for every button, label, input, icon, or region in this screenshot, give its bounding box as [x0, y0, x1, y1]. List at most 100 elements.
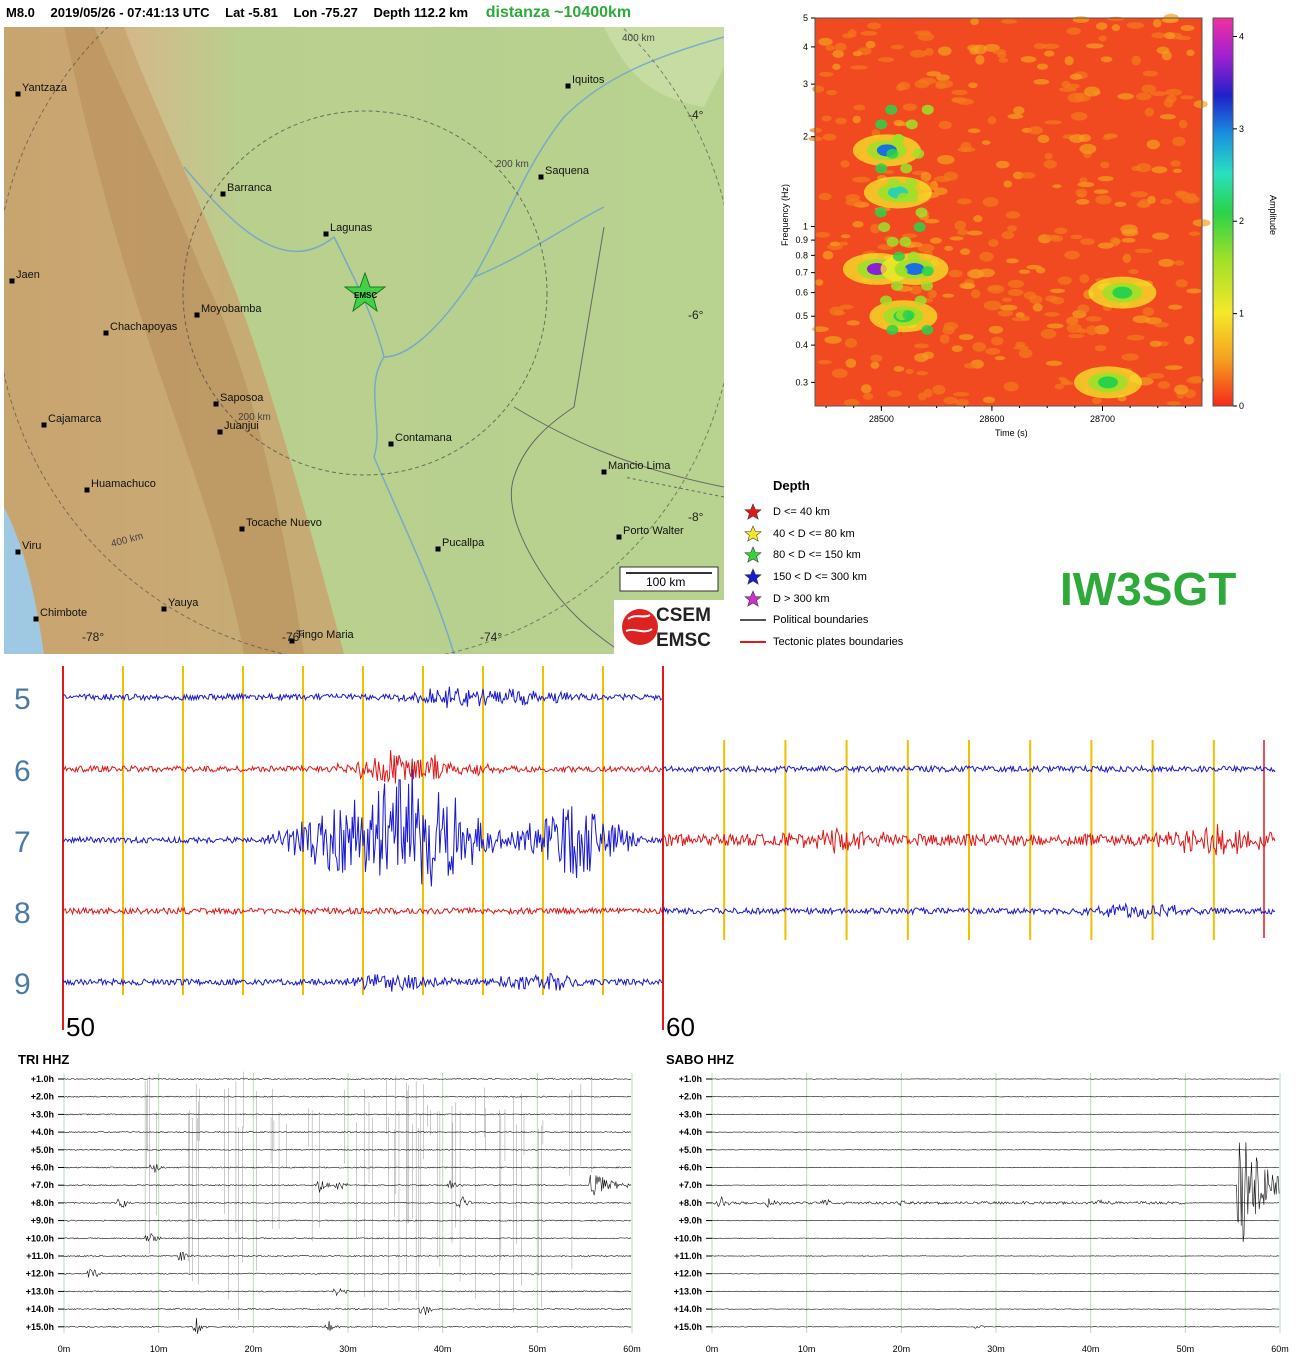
drum-trace	[711, 1308, 1280, 1310]
drum-trace	[712, 1325, 1280, 1329]
depth-legend: Depth D <= 40 km 40 < D <= 80 km 80 < D <=…	[738, 478, 998, 653]
y-tick-label: 0.7	[795, 268, 808, 278]
hour-label: +12.0h	[674, 1269, 702, 1279]
spectrogram-ylabel: Frequency (Hz)	[780, 184, 790, 246]
hour-label: +2.0h	[31, 1092, 54, 1102]
spectrogram-energy	[902, 310, 915, 321]
colorbar-ticks: 0 1 2 3 4	[1233, 31, 1244, 411]
drum-x-label: 0m	[706, 1344, 719, 1354]
drum-trace	[63, 1305, 632, 1315]
city-chimbote: Chimbote	[33, 607, 87, 622]
legend-item-label: D <= 40 km	[773, 505, 830, 518]
hour-label: +4.0h	[31, 1127, 54, 1137]
spectrogram-energy	[875, 119, 888, 130]
hour-label: +9.0h	[31, 1216, 54, 1226]
svg-text:Contamana: Contamana	[395, 432, 453, 444]
hour-label: +6.0h	[31, 1163, 54, 1173]
svg-text:-76°: -76°	[282, 630, 304, 644]
longitude: Lon -75.27	[293, 5, 358, 20]
svg-text:400 km: 400 km	[622, 33, 655, 44]
minute-label: 50	[66, 1012, 95, 1042]
datetime: 2019/05/26 - 07:41:13 UTC	[50, 5, 210, 20]
drum-trace	[63, 1269, 632, 1278]
spectrogram-energy	[874, 207, 887, 218]
helicorder-chart: 5 6 7 8 9 50 60	[14, 666, 1276, 1042]
emsc-logo: CSEM EMSC	[614, 600, 724, 654]
y-tick-label: 3	[803, 79, 808, 89]
spectrogram-energy	[886, 236, 899, 247]
svg-text:Yauya: Yauya	[168, 597, 199, 609]
city-marker	[220, 191, 226, 197]
city-marker	[84, 487, 90, 493]
seismic-trace	[662, 824, 1276, 856]
legend-item-label: 40 < D <= 80 km	[773, 527, 855, 540]
star-icon	[738, 589, 768, 608]
svg-text:Pucallpa: Pucallpa	[442, 537, 485, 549]
drum-trace	[64, 1196, 632, 1209]
row-label: 6	[14, 755, 31, 788]
city-yauya: Yauya	[161, 597, 199, 612]
spectrogram-hotspot	[1098, 376, 1119, 389]
drum-trace	[711, 1219, 1280, 1222]
y-tick-label: 0.4	[795, 340, 808, 350]
spectrogram-energy	[905, 192, 918, 203]
legend-item: D <= 40 km	[738, 501, 998, 523]
drum-title: TRI HHZ	[18, 1052, 69, 1067]
spectrogram-chart: 0.3 0.4 0.5 0.6 0.7 0.8 0.9 1 2 3 4 5 28500 28600 287…	[780, 13, 1278, 438]
spectrogram-energy	[921, 104, 934, 115]
city-pucallpa: Pucallpa	[435, 537, 485, 552]
drum-trace	[63, 1148, 632, 1151]
star-icon	[738, 546, 768, 564]
svg-text:-78°: -78°	[82, 630, 104, 644]
frequency-axis: 0.3 0.4 0.5 0.6 0.7 0.8 0.9 1 2 3 4 5	[795, 13, 815, 387]
spectrogram-energy	[899, 236, 912, 247]
colorbar-tick-label: 4	[1239, 31, 1244, 41]
legend-item: 40 < D <= 80 km	[738, 523, 998, 545]
legend-title: Depth	[773, 478, 810, 493]
city-chachapoyas: Chachapoyas	[103, 321, 178, 336]
hour-label: +13.0h	[674, 1286, 702, 1296]
hour-label: +1.0h	[31, 1074, 54, 1084]
spectrogram-energy	[920, 280, 933, 291]
hour-label: +4.0h	[679, 1127, 702, 1137]
seismic-trace	[62, 750, 663, 784]
spectrogram-energy	[921, 266, 934, 277]
hour-label: +7.0h	[31, 1180, 54, 1190]
row-label: 5	[14, 683, 31, 716]
hour-label: +14.0h	[674, 1304, 702, 1314]
drum-trace	[63, 1095, 632, 1098]
legend-item-label: 80 < D <= 150 km	[773, 549, 861, 562]
drum-trace	[711, 1149, 1280, 1151]
hour-label: +8.0h	[679, 1198, 702, 1208]
drum-trace	[711, 1237, 1280, 1239]
drum-trace	[64, 1252, 632, 1261]
distance: distanza ~10400km	[485, 4, 632, 21]
hour-label: +12.0h	[26, 1269, 54, 1279]
seismic-trace	[662, 764, 1276, 774]
drum-trace	[64, 1174, 632, 1196]
y-tick-label: 0.9	[795, 235, 808, 245]
city-marker	[601, 469, 607, 475]
epicenter-star: EMSC	[343, 271, 387, 313]
spectrogram-energy	[915, 207, 928, 218]
city-labels: Yantzaza Iquitos Saquena Barranca Lagunas Jae…	[9, 74, 684, 644]
y-tick-label: 0.5	[795, 311, 808, 321]
drum-trace	[63, 1077, 632, 1081]
spectrogram-energy	[891, 280, 904, 291]
hour-label: +8.0h	[31, 1198, 54, 1208]
x-tick-label: 28700	[1090, 414, 1115, 424]
star-icon	[738, 568, 768, 586]
row-label: 8	[14, 897, 31, 930]
seismic-trace	[62, 972, 663, 992]
colorbar-label: Amplitude	[1268, 195, 1278, 235]
seismic-trace	[662, 902, 1276, 920]
spectrogram-energy	[892, 251, 905, 262]
hour-label: +5.0h	[679, 1145, 702, 1155]
colorbar	[1212, 17, 1234, 407]
drum-x-label: 50m	[529, 1344, 547, 1354]
svg-text:EMSC: EMSC	[354, 291, 377, 300]
scale-bar: 100 km	[619, 566, 719, 592]
drum-trace	[711, 1196, 1280, 1209]
drum-x-label: 40m	[434, 1344, 452, 1354]
city-contamana: Contamana	[388, 432, 453, 447]
